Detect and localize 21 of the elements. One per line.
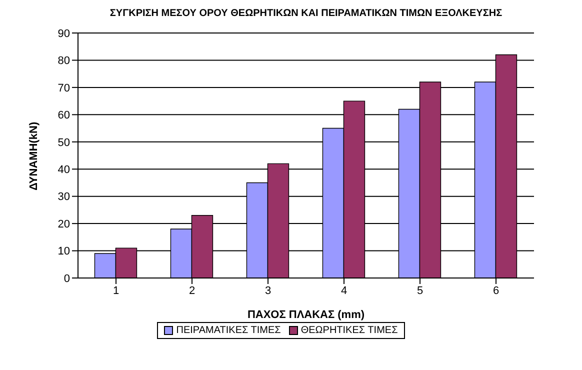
chart-title: ΣΥΓΚΡΙΣΗ ΜΕΣΟΥ ΟΡΟΥ ΘΕΩΡΗΤΙΚΩΝ ΚΑΙ ΠΕΙΡΑΜΑΤΙΚΩΝ ΤΙΜΩΝ ΕΞΟΛΚΕΥΣΗΣ [108, 8, 504, 19]
y-tick-label: 30 [58, 191, 70, 204]
y-tick-label: 10 [58, 246, 70, 258]
y-tick-label: 60 [58, 110, 70, 122]
y-tick-label: 20 [58, 218, 70, 230]
y-tick-label: 80 [58, 55, 70, 68]
y-tick-label: 0 [64, 272, 70, 285]
y-tick-label: 50 [58, 136, 70, 149]
y-tick-label: 70 [58, 82, 70, 94]
legend-label: ΘΕΩΡΗΤΙΚΕΣ ΤΙΜΕΣ [300, 325, 398, 336]
x-tick-label: 5 [416, 284, 424, 297]
x-tick-label: 3 [264, 284, 272, 297]
x-axis-title: ΠΑΧΟΣ ΠΛΑΚΑΣ (mm) [247, 309, 365, 321]
y-tick-label: 40 [58, 164, 70, 176]
x-tick-label: 2 [188, 284, 196, 297]
y-axis-title: ΔΥΝΑΜΗ(kN) [28, 122, 40, 190]
legend-label: ΠΕΙΡΑΜΑΤΙΚΕΣ ΤΙΜΕΣ [175, 325, 281, 336]
y-tick-label: 90 [58, 28, 70, 40]
x-tick-label: 1 [112, 284, 120, 297]
x-tick-label: 4 [340, 284, 348, 297]
x-tick-label: 6 [492, 284, 500, 297]
